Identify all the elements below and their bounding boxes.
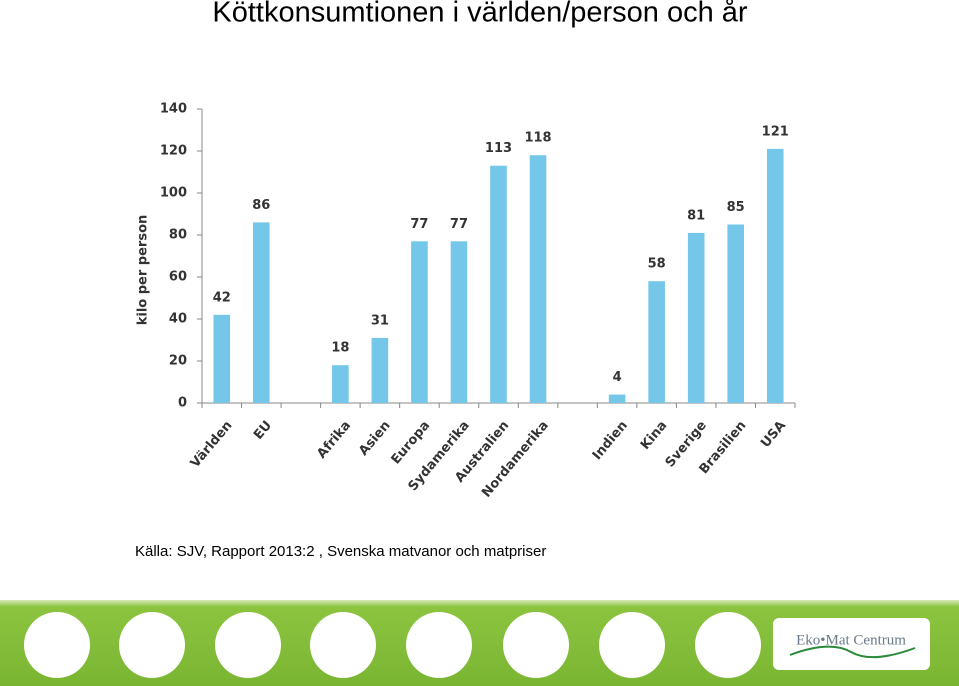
value-label: 42 — [213, 290, 231, 305]
bar — [687, 232, 705, 403]
bar — [490, 165, 507, 403]
chart-title: Köttkonsumtionen i världen/person och år — [212, 0, 748, 29]
bar — [766, 148, 784, 403]
source: Källa: SJV, Rapport 2013:2 , Svenska mat… — [135, 543, 546, 560]
bar — [411, 241, 428, 403]
icon — [599, 612, 665, 678]
value-label: 58 — [648, 257, 666, 272]
y-axis-label: kilo per person — [136, 215, 151, 326]
icon — [24, 612, 90, 678]
y-tick-label: 80 — [169, 228, 187, 243]
value-label: 113 — [485, 141, 512, 156]
x-tick-label: EU — [251, 418, 275, 443]
x-tick-label: Asien — [356, 418, 393, 459]
bar — [252, 222, 270, 403]
value-label: 81 — [687, 208, 705, 223]
value-label: 118 — [524, 131, 551, 146]
y-tick-label: 60 — [169, 270, 187, 285]
y-tick-label: 0 — [178, 396, 187, 411]
x-tick-label: Indien — [590, 418, 631, 463]
bar — [213, 314, 231, 403]
y-tick-label: 40 — [169, 312, 187, 327]
icon — [695, 612, 761, 678]
y-tick-label: 100 — [160, 186, 187, 201]
value-label: 85 — [727, 200, 745, 215]
bar — [371, 337, 389, 403]
footer: Eko•Mat Centrum — [0, 600, 959, 686]
value-label: 121 — [762, 124, 789, 139]
value-label: 31 — [371, 313, 389, 328]
plot: 0 20 40 60 80 100 120 140 Världen 42 EU 86 Afrika 18 A… — [160, 102, 796, 501]
value-label: 77 — [450, 217, 468, 232]
bar — [608, 394, 626, 403]
icon — [310, 612, 376, 678]
value-label: 77 — [410, 217, 428, 232]
x-tick-label: USA — [758, 418, 789, 451]
logo-swoosh — [789, 645, 916, 659]
y-tick-label: 120 — [160, 144, 187, 159]
value-label: 4 — [613, 370, 622, 385]
x-tick-label: Afrika — [314, 418, 354, 461]
bar — [727, 224, 745, 403]
icon — [119, 612, 185, 678]
x-tick-label: Kina — [638, 418, 670, 453]
logo-box — [773, 618, 930, 670]
bar — [529, 155, 547, 403]
icon — [503, 612, 569, 678]
x-tick-label: Världen — [188, 418, 236, 471]
icon — [406, 612, 472, 678]
logo: Eko•Mat Centrum — [796, 632, 906, 648]
y-tick-label: 140 — [160, 102, 187, 117]
bar — [332, 365, 349, 403]
bar — [648, 281, 665, 403]
bar — [450, 241, 468, 403]
value-label: 86 — [252, 198, 270, 213]
value-label: 18 — [331, 341, 349, 356]
icon — [215, 612, 281, 678]
y-tick-label: 20 — [169, 354, 187, 369]
